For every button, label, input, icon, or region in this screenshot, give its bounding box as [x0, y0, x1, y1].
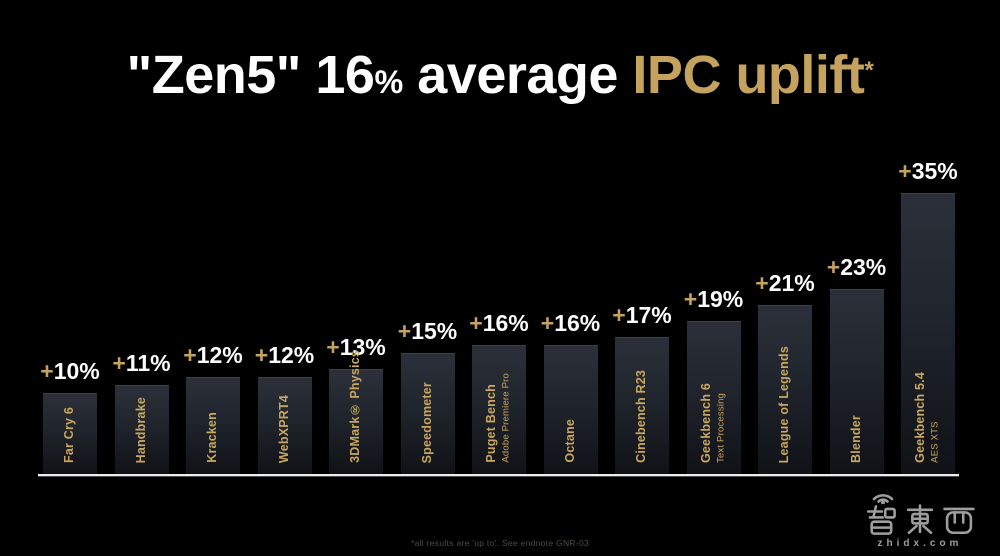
bar-name-block: Geekbench 5.4 AES XTS: [901, 372, 955, 463]
bar-puget-bench: +16% Puget Bench Adobe Premiere Pro: [469, 310, 529, 474]
bar-value-label: +17%: [612, 302, 671, 329]
bar-speedometer: +15% Speedometer: [398, 318, 457, 474]
value-plus-sign: +: [112, 350, 126, 376]
bar-value-label: +19%: [684, 286, 743, 313]
bar-name-block: Octane: [544, 419, 598, 463]
zhidx-cjk-glyphs: [852, 490, 988, 537]
zhidx-url-text: zhidx.com: [877, 538, 963, 549]
bar-name-block: Geekbench 6 Text Processing: [687, 383, 741, 463]
xi-robot-glyph-icon: [943, 507, 975, 535]
bar-value-label: +15%: [398, 318, 457, 345]
bar-far-cry-6: +10% Far Cry 6: [40, 358, 100, 474]
footnote-text: *all results are 'up to'. See endnote GN…: [410, 538, 590, 548]
bar-name-block: WebXPRT4: [258, 395, 312, 463]
value-number: 15%: [411, 318, 458, 344]
bar-value-label: +35%: [898, 158, 957, 185]
bar-name-block: 3DMark® Physics: [329, 350, 383, 463]
value-number: 13%: [339, 334, 386, 360]
value-plus-sign: +: [612, 302, 626, 328]
value-number: 19%: [697, 286, 744, 312]
bar-value-label: +11%: [112, 350, 170, 377]
value-plus-sign: +: [826, 254, 841, 280]
bar-name-label: League of Legends: [777, 345, 792, 463]
value-number: 12%: [196, 342, 243, 368]
title-asterisk: *: [864, 56, 874, 84]
value-plus-sign: +: [469, 310, 483, 336]
bar-value-label: +23%: [827, 254, 886, 281]
bar-kracken: +12% Kracken: [183, 342, 243, 474]
bar-name-label: Geekbench 5.4: [913, 372, 928, 463]
value-number: 23%: [840, 254, 887, 280]
title-gold-part: IPC uplift: [632, 45, 865, 105]
value-number: 21%: [768, 270, 815, 296]
dong-glyph-icon: [906, 504, 934, 535]
bar-blender: +23% Blender: [827, 254, 886, 474]
bar-name-label: Blender: [848, 415, 863, 463]
bar-geekbench-6: +19% Geekbench 6 Text Processing: [684, 286, 743, 474]
bar-handbrake: +11% Handbrake: [112, 350, 171, 474]
bar-value-label: +16%: [541, 310, 600, 337]
value-plus-sign: +: [755, 270, 769, 296]
value-number: 35%: [911, 158, 958, 184]
bar-name-block: Speedometer: [401, 382, 455, 463]
value-plus-sign: +: [540, 310, 555, 336]
bar-name-label: Puget Bench: [484, 384, 499, 463]
bar-webxprt4: +12% WebXPRT4: [255, 342, 314, 474]
bar-value-label: +12%: [255, 342, 314, 369]
value-number: 10%: [53, 358, 100, 384]
value-plus-sign: +: [683, 286, 698, 312]
bar-name-label: Handbrake: [133, 396, 148, 463]
bar-value-label: +12%: [183, 342, 242, 369]
value-number: 16%: [482, 310, 529, 336]
bar-name-block: Far Cry 6: [43, 407, 97, 463]
bar-name-block: Blender: [830, 415, 884, 463]
bar-value-label: +10%: [40, 358, 99, 385]
bar-subname-label: Adobe Premiere Pro: [500, 373, 512, 463]
bar-geekbench-5-4: +35% Geekbench 5.4 AES XTS: [898, 158, 958, 474]
bar-league-of-legends: +21% League of Legends: [755, 270, 815, 474]
bar-name-block: Handbrake: [115, 397, 169, 463]
value-plus-sign: +: [183, 342, 197, 368]
value-number: 16%: [554, 310, 601, 336]
value-number: 11%: [125, 350, 171, 376]
ipc-uplift-bar-chart: +10% Far Cry 6 +11% Handbrake +12% Kracken +12…: [40, 158, 958, 474]
bar-name-label: Octane: [562, 419, 577, 463]
wifi-arcs-icon: [872, 494, 894, 504]
value-number: 17%: [625, 302, 672, 328]
value-plus-sign: +: [254, 342, 269, 368]
bar-name-block: Puget Bench Adobe Premiere Pro: [472, 373, 526, 463]
bar-name-label: 3DMark® Physics: [348, 350, 363, 463]
title-percent-sign: %: [374, 64, 403, 100]
bar-name-label: Far Cry 6: [62, 407, 77, 463]
bar-name-label: Speedometer: [419, 381, 434, 463]
bar-3dmark-physics: +13% 3DMark® Physics: [326, 334, 386, 474]
title-white-part: "Zen5" 16: [126, 45, 375, 105]
bar-value-label: +21%: [755, 270, 814, 297]
title-white-part-2: average: [402, 45, 633, 105]
bar-name-block: Kracken: [186, 412, 240, 463]
zhidx-watermark: zhidx.com: [852, 490, 988, 549]
value-plus-sign: +: [898, 158, 912, 184]
bar-name-label: Cinebench R23: [634, 370, 649, 463]
bar-octane: +16% Octane: [541, 310, 600, 474]
value-plus-sign: +: [397, 318, 412, 344]
slide-title: "Zen5" 16% average IPC uplift*: [0, 44, 1000, 106]
bar-name-block: Cinebench R23: [615, 370, 669, 463]
value-number: 12%: [268, 342, 315, 368]
bar-name-label: WebXPRT4: [276, 394, 291, 463]
bar-name-block: League of Legends: [758, 346, 812, 463]
value-plus-sign: +: [40, 358, 54, 384]
bar-value-label: +16%: [469, 310, 528, 337]
zhi-glyph-icon: [866, 505, 896, 535]
bar-name-label: Kracken: [205, 412, 220, 463]
bar-cinebench-r23: +17% Cinebench R23: [612, 302, 672, 474]
bar-subname-label: AES XTS: [929, 421, 941, 463]
x-axis-line: [38, 474, 959, 477]
bar-value-label: +13%: [326, 334, 385, 361]
bar-subname-label: Text Processing: [715, 392, 727, 463]
value-plus-sign: +: [326, 334, 340, 360]
bar-name-label: Geekbench 6: [698, 382, 713, 463]
